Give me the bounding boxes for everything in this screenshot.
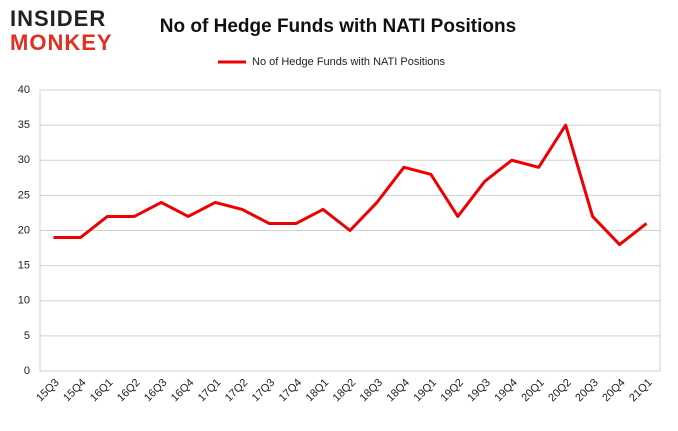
- y-tick-label: 35: [18, 119, 30, 131]
- y-tick-label: 0: [24, 365, 30, 377]
- logo-line1: INSIDER: [10, 6, 106, 31]
- legend-label: No of Hedge Funds with NATI Positions: [252, 56, 445, 68]
- y-tick-label: 30: [18, 154, 30, 166]
- y-tick-label: 5: [24, 330, 30, 342]
- data-line: [53, 123, 648, 247]
- logo-line2: MONKEY: [10, 30, 113, 55]
- y-tick-label: 15: [18, 260, 30, 272]
- y-tick-label: 20: [18, 224, 30, 236]
- chart-title: No of Hedge Funds with NATI Positions: [160, 16, 516, 37]
- y-tick-label: 25: [18, 189, 30, 201]
- y-tick-label: 10: [18, 295, 30, 307]
- y-tick-label: 40: [18, 84, 30, 96]
